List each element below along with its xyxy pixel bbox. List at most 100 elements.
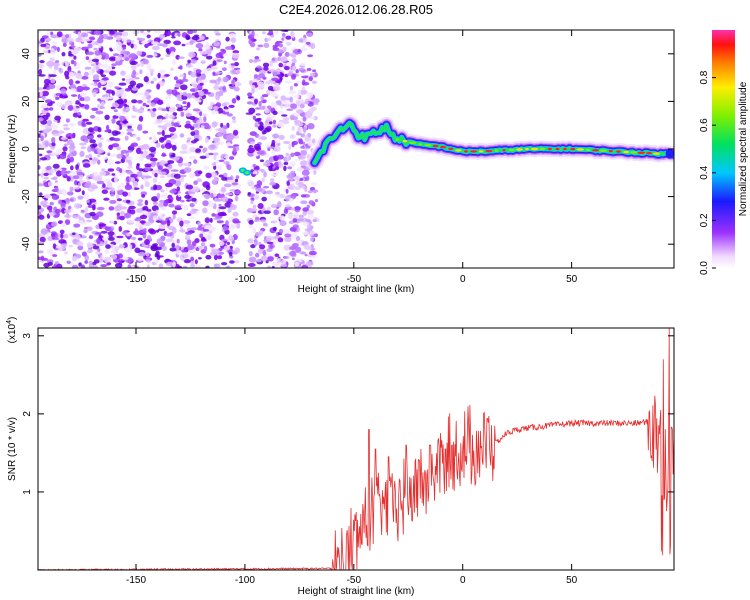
spectrogram-noise-cell — [203, 245, 208, 252]
spectrogram-noise-cell — [280, 95, 287, 101]
spectrogram-noise-cell — [214, 71, 223, 74]
spectrogram-noise-cell — [40, 228, 48, 235]
spectrogram-noise-cell — [160, 136, 167, 141]
spectrogram-noise-cell — [78, 103, 85, 107]
spectrogram-noise-cell — [60, 169, 67, 176]
spectrogram-noise-cell — [90, 147, 96, 152]
spectrogram-noise-cell — [265, 117, 273, 122]
spectrogram-noise-cell — [296, 218, 304, 222]
spectrogram-noise-cell — [268, 165, 273, 172]
spectrogram-noise-cell — [150, 245, 158, 252]
spectrogram-noise-cell — [274, 166, 280, 170]
spectrogram-noise-cell — [177, 192, 182, 197]
spectrogram-noise-cell — [253, 59, 261, 62]
spectrogram-noise-cell — [298, 38, 304, 43]
spectrogram-noise-cell — [182, 220, 191, 224]
spectrogram-noise-cell — [71, 94, 78, 97]
spectrogram-noise-cell — [209, 217, 213, 223]
spectrogram-noise-cell — [66, 176, 71, 182]
spectrogram-hotspot — [616, 150, 621, 153]
spectrogram-noise-cell — [86, 219, 93, 223]
spectrogram-noise-cell — [205, 172, 212, 179]
spectrogram-noise-cell — [203, 165, 210, 170]
spectrogram-noise-cell — [137, 199, 144, 203]
spectrogram-noise-cell — [293, 83, 298, 87]
spectrogram-noise-cell — [38, 165, 41, 170]
spectrogram-noise-cell — [119, 168, 123, 174]
spectrogram-noise-cell — [231, 80, 235, 86]
spectrogram-noise-cell — [263, 42, 270, 49]
spectrogram-noise-cell — [285, 42, 292, 46]
spectrogram-noise-cell — [225, 46, 233, 50]
spectrogram-noise-cell — [152, 178, 158, 183]
spectrogram-noise-cell — [309, 116, 316, 120]
spectrogram-noise-cell — [130, 142, 139, 147]
spectrogram-noise-cell — [130, 43, 134, 49]
spectrogram-hotspot — [402, 139, 408, 143]
spectrogram-noise-cell — [152, 243, 158, 247]
spectrogram-noise-cell — [75, 234, 81, 241]
spectrogram-noise-cell — [91, 107, 99, 112]
spectrogram-noise-cell — [73, 55, 77, 60]
spectrogram-hotspot — [653, 152, 660, 155]
colorbar: 0.0 0.2 0.4 0.6 0.8 Normalized spectral ampl… — [699, 30, 749, 275]
spectrogram-noise-cell — [279, 77, 283, 80]
spectrogram-noise-cell — [91, 89, 98, 94]
spectrogram-noise-cell — [69, 156, 74, 163]
spectrogram-noise-cell — [154, 173, 158, 178]
spectrogram-noise-cell — [165, 48, 170, 53]
spectrogram-noise-cell — [264, 127, 271, 133]
spectrogram-noise-cell — [118, 226, 123, 232]
spectrogram-noise-cell — [269, 181, 277, 186]
spectrogram-noise-cell — [273, 145, 281, 153]
spectrogram-noise-cell — [49, 212, 55, 217]
spectrogram-noise-cell — [141, 143, 150, 150]
spectrogram-noise-cell — [87, 153, 93, 159]
spectrogram-noise-cell — [49, 57, 56, 62]
spectrogram-noise-cell — [306, 175, 310, 181]
spectrogram-noise-cell — [307, 123, 315, 130]
spectrogram-noise-cell — [220, 48, 225, 52]
spectrogram-noise-cell — [179, 229, 186, 233]
spectrogram-noise-cell — [71, 255, 78, 262]
spectrogram-noise-cell — [298, 67, 305, 71]
spectrogram-noise-cell — [197, 99, 202, 103]
spectrogram-noise-cell — [224, 229, 230, 235]
spectrogram-noise-cell — [187, 30, 194, 35]
spectrogram-noise-cell — [64, 100, 73, 106]
spectrogram-noise-cell — [234, 190, 242, 195]
spectrogram-noise-cell — [86, 199, 90, 203]
spectrogram-noise-cell — [82, 193, 90, 200]
spectrogram-noise-cell — [144, 221, 152, 226]
spectrogram-noise-cell — [213, 84, 219, 91]
spectrogram-noise-cell — [304, 134, 309, 141]
spectrogram-noise-cell — [227, 207, 232, 213]
spectrogram-noise-cell — [136, 50, 143, 56]
spectrogram-noise-cell — [289, 96, 293, 103]
spectrogram-noise-cell — [247, 92, 253, 97]
spectrogram-noise-cell — [38, 63, 44, 69]
spectrogram-noise-cell — [290, 152, 295, 158]
spectrogram-noise-cell — [251, 88, 255, 95]
spectrogram-noise-cell — [218, 240, 225, 246]
snr-ylabel: SNR (10 * v/v) — [7, 417, 18, 481]
spectrogram-noise-cell — [254, 239, 259, 246]
spectrogram-noise-cell — [296, 74, 300, 77]
spectrogram-noise-cell — [120, 70, 126, 76]
spectrogram-noise-cell — [99, 79, 107, 85]
spectrogram-noise-cell — [301, 45, 305, 52]
spectrogram-noise-cell — [258, 168, 266, 172]
spectrogram-noise-cell — [176, 249, 181, 255]
spectrogram-noise-cell — [128, 160, 133, 167]
spectrogram-noise-cell — [273, 209, 280, 216]
spectrogram-noise-cell — [307, 209, 314, 215]
spectrogram-noise-cell — [278, 228, 284, 234]
spectrogram-noise-cell — [92, 261, 97, 266]
spectrogram-noise-cell — [207, 106, 213, 110]
spectrogram-noise-cell — [181, 249, 187, 253]
spectrogram-noise-cell — [136, 163, 140, 167]
spectrogram-noise-cell — [77, 182, 81, 187]
spectrogram-noise-cell — [134, 44, 137, 50]
spectrogram-noise-cell — [276, 121, 285, 128]
spectrogram-xlabel: Height of straight line (km) — [298, 284, 415, 295]
